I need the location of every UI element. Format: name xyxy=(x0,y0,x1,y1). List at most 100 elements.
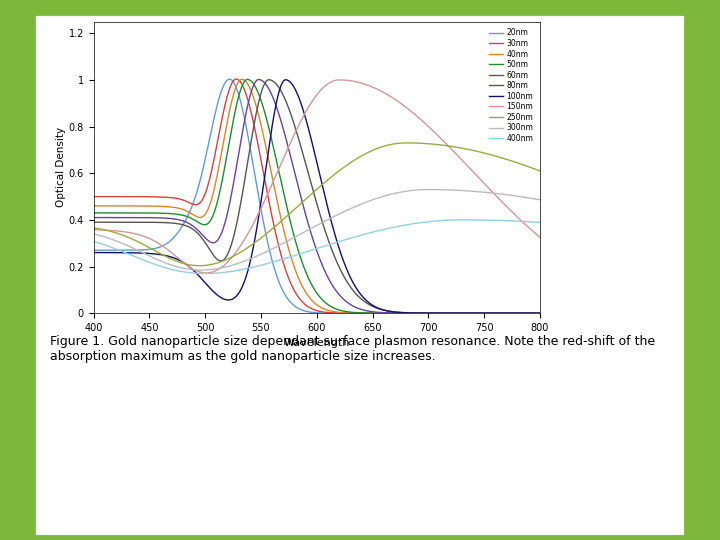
80nm xyxy=(536,310,544,316)
300nm xyxy=(261,249,269,255)
50nm xyxy=(167,211,176,217)
400nm xyxy=(479,217,487,224)
300nm xyxy=(197,267,205,273)
Line: 250nm: 250nm xyxy=(94,143,540,266)
100nm xyxy=(527,310,536,316)
100nm xyxy=(89,249,98,256)
80nm xyxy=(89,219,98,226)
80nm xyxy=(527,310,536,316)
80nm xyxy=(280,94,289,100)
100nm xyxy=(261,173,269,179)
250nm xyxy=(89,225,98,231)
300nm xyxy=(424,186,433,193)
20nm xyxy=(225,76,234,83)
150nm xyxy=(89,226,98,233)
60nm xyxy=(89,214,98,221)
30nm xyxy=(479,310,487,316)
20nm xyxy=(280,290,289,296)
150nm xyxy=(280,153,289,160)
Line: 100nm: 100nm xyxy=(94,80,540,313)
20nm xyxy=(479,310,487,316)
Line: 300nm: 300nm xyxy=(94,190,540,270)
Line: 40nm: 40nm xyxy=(94,79,540,313)
250nm xyxy=(140,242,149,248)
30nm xyxy=(232,76,240,82)
400nm xyxy=(201,271,210,277)
400nm xyxy=(280,255,289,262)
400nm xyxy=(261,261,269,267)
30nm xyxy=(536,310,544,316)
400nm xyxy=(536,219,544,226)
60nm xyxy=(536,310,544,316)
30nm xyxy=(280,262,289,269)
250nm xyxy=(261,232,269,238)
20nm xyxy=(536,310,544,316)
300nm xyxy=(140,251,149,257)
Legend: 20nm, 30nm, 40nm, 50nm, 60nm, 80nm, 100nm, 150nm, 250nm, 300nm, 400nm: 20nm, 30nm, 40nm, 50nm, 60nm, 80nm, 100n… xyxy=(487,25,536,146)
40nm xyxy=(536,310,544,316)
250nm xyxy=(402,140,410,146)
40nm xyxy=(140,202,149,209)
400nm xyxy=(167,266,176,273)
60nm xyxy=(167,215,176,222)
30nm xyxy=(89,193,98,200)
50nm xyxy=(536,310,544,316)
300nm xyxy=(167,262,176,268)
100nm xyxy=(167,254,176,260)
100nm xyxy=(536,310,544,316)
50nm xyxy=(479,310,487,316)
20nm xyxy=(167,237,176,244)
100nm xyxy=(281,77,289,83)
60nm xyxy=(140,214,149,221)
Line: 50nm: 50nm xyxy=(94,79,540,313)
40nm xyxy=(479,310,487,316)
250nm xyxy=(280,215,289,222)
30nm xyxy=(167,194,176,201)
40nm xyxy=(261,139,269,146)
50nm xyxy=(280,193,289,199)
250nm xyxy=(195,262,204,269)
250nm xyxy=(527,165,536,171)
80nm xyxy=(167,220,176,226)
80nm xyxy=(261,80,269,86)
60nm xyxy=(254,76,263,83)
40nm xyxy=(89,202,98,209)
150nm xyxy=(536,234,544,241)
250nm xyxy=(536,168,544,174)
100nm xyxy=(280,77,289,84)
50nm xyxy=(243,76,252,83)
Line: 30nm: 30nm xyxy=(94,79,540,313)
Line: 20nm: 20nm xyxy=(94,79,540,313)
100nm xyxy=(140,250,149,256)
150nm xyxy=(261,197,269,203)
20nm xyxy=(140,247,149,253)
400nm xyxy=(89,238,98,245)
60nm xyxy=(280,129,289,136)
Line: 400nm: 400nm xyxy=(94,220,540,274)
60nm xyxy=(479,310,487,316)
150nm xyxy=(527,227,536,233)
50nm xyxy=(140,210,149,216)
X-axis label: Wavelength: Wavelength xyxy=(284,339,350,348)
30nm xyxy=(527,310,536,316)
80nm xyxy=(264,77,273,83)
250nm xyxy=(479,150,487,156)
50nm xyxy=(89,210,98,216)
Line: 60nm: 60nm xyxy=(94,79,540,313)
400nm xyxy=(140,257,149,264)
30nm xyxy=(140,193,149,200)
Y-axis label: Optical Density: Optical Density xyxy=(55,127,66,207)
30nm xyxy=(261,177,269,184)
20nm xyxy=(89,247,98,253)
400nm xyxy=(527,219,536,225)
20nm xyxy=(527,310,536,316)
80nm xyxy=(140,219,149,226)
300nm xyxy=(280,240,289,246)
60nm xyxy=(527,310,536,316)
300nm xyxy=(479,189,487,195)
100nm xyxy=(479,310,487,316)
300nm xyxy=(527,195,536,201)
Line: 80nm: 80nm xyxy=(94,80,540,313)
40nm xyxy=(238,76,246,83)
Text: Figure 1. Gold nanoparticle size dependant surface plasmon resonance. Note the r: Figure 1. Gold nanoparticle size dependa… xyxy=(50,335,655,363)
